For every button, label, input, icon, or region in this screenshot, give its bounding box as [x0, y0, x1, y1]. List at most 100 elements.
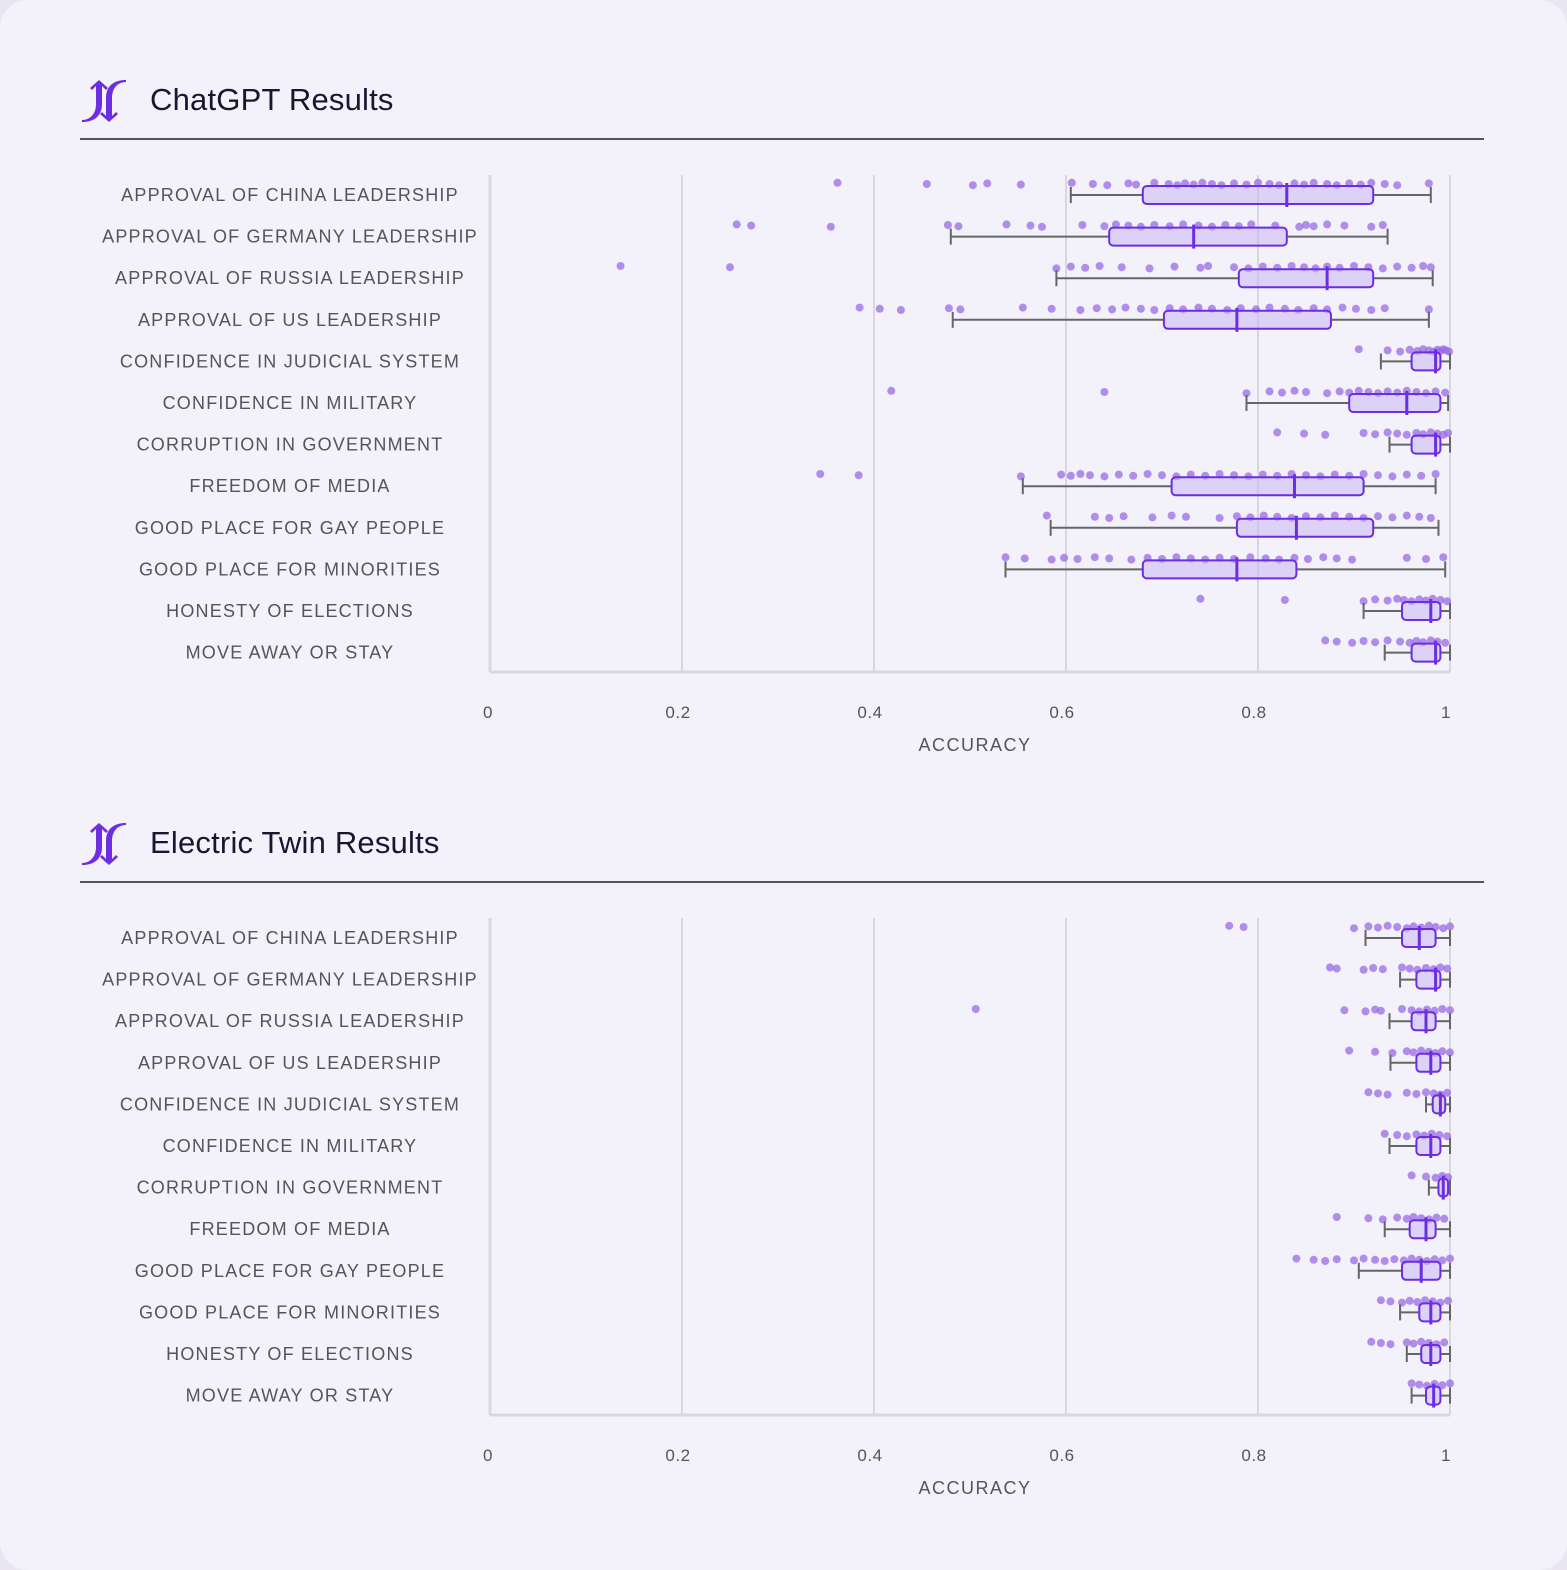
box-iqr — [1108, 226, 1288, 247]
data-point — [1066, 471, 1075, 480]
data-point — [1345, 1046, 1354, 1055]
data-point — [1108, 305, 1117, 314]
data-point — [1374, 471, 1382, 480]
data-point — [1287, 262, 1296, 270]
data-point — [1194, 303, 1203, 312]
data-point — [1332, 1255, 1341, 1264]
data-point — [1441, 388, 1450, 397]
data-point — [1402, 1338, 1411, 1347]
data-point — [1215, 514, 1224, 522]
data-point — [1378, 264, 1387, 273]
data-point — [1124, 179, 1133, 188]
data-point — [1170, 262, 1179, 271]
data-point — [1383, 1090, 1392, 1099]
data-point — [1292, 1254, 1301, 1263]
box-iqr — [1410, 642, 1442, 663]
data-point — [1335, 387, 1344, 396]
data-point — [1001, 553, 1010, 562]
data-point — [1179, 220, 1188, 229]
data-point — [896, 306, 905, 314]
data-point — [1332, 964, 1341, 973]
data-point — [1332, 637, 1341, 646]
data-point — [1380, 304, 1389, 313]
jf-arrows-logo-icon — [82, 823, 126, 865]
data-point — [1417, 471, 1426, 480]
data-point — [1158, 471, 1166, 480]
data-point — [1100, 388, 1109, 396]
data-point — [747, 221, 756, 230]
data-point — [1438, 1256, 1447, 1265]
data-point — [1117, 263, 1126, 272]
data-point — [1445, 347, 1454, 356]
data-point — [1369, 964, 1378, 972]
data-point — [1105, 514, 1114, 522]
data-point — [1402, 1047, 1411, 1056]
data-point — [1359, 637, 1368, 645]
data-point — [1364, 922, 1373, 931]
data-point — [1386, 1297, 1395, 1306]
data-point — [1090, 512, 1099, 521]
data-point — [1280, 596, 1289, 604]
data-point — [1374, 1089, 1382, 1098]
data-point — [944, 304, 953, 313]
data-point — [1052, 264, 1061, 273]
data-point — [1388, 472, 1397, 481]
data-point — [616, 262, 625, 270]
category-label: APPROVAL OF GERMANY LEADERSHIP — [102, 227, 478, 247]
box-plot-chart: 0 0.2 0.4 0.6 0.8 1 ACCURACY APPROVAL OF CHINA … — [102, 175, 1454, 755]
category-label: GOOD PLACE FOR MINORITIES — [139, 559, 441, 579]
data-point — [956, 305, 965, 314]
data-point — [1100, 472, 1109, 481]
data-point — [1407, 1379, 1416, 1388]
data-point — [1323, 389, 1332, 398]
x-tick-label: 0.4 — [857, 1446, 882, 1465]
data-point — [1359, 429, 1368, 437]
category-label: APPROVAL OF US LEADERSHIP — [138, 1053, 442, 1073]
box-iqr — [1235, 517, 1375, 538]
x-tick-label: 0 — [483, 703, 493, 722]
data-point — [816, 470, 825, 478]
category-label: FREEDOM OF MEDIA — [189, 476, 390, 496]
data-point — [1042, 511, 1051, 520]
data-point — [1066, 262, 1075, 271]
data-point — [1371, 1047, 1380, 1056]
data-point — [1303, 555, 1312, 563]
data-point — [1431, 1173, 1440, 1182]
data-point — [1086, 471, 1094, 480]
data-point — [1330, 511, 1339, 520]
data-point — [1242, 389, 1251, 398]
data-point — [1321, 1257, 1330, 1265]
electric-twin-results-panel: Electric Twin Results 0 0.2 0.4 0.6 0.8 1 ACCU… — [0, 743, 1567, 1523]
data-point — [1393, 923, 1402, 931]
category-label: APPROVAL OF RUSSIA LEADERSHIP — [115, 1011, 465, 1031]
data-point — [1419, 262, 1428, 270]
data-point — [1371, 595, 1380, 604]
data-point — [1309, 1255, 1318, 1264]
data-point — [1432, 1213, 1441, 1222]
data-point — [732, 220, 741, 229]
data-point — [1376, 1339, 1385, 1347]
category-label: CONFIDENCE IN MILITARY — [163, 1136, 418, 1156]
data-point — [1196, 594, 1205, 603]
data-point — [1402, 430, 1411, 439]
box-iqr — [1237, 268, 1375, 289]
data-point — [1114, 470, 1123, 479]
panel-header: ChatGPT Results — [80, 78, 1484, 140]
data-point — [1182, 512, 1190, 521]
data-point — [1424, 921, 1433, 930]
data-point — [726, 263, 734, 272]
box-iqr — [1415, 1136, 1442, 1156]
data-point — [1204, 262, 1213, 270]
category-label: APPROVAL OF US LEADERSHIP — [138, 310, 442, 330]
data-point — [1215, 470, 1224, 478]
data-point — [1440, 1338, 1449, 1347]
data-point — [943, 221, 952, 229]
data-point — [1078, 221, 1087, 229]
data-point — [1364, 1088, 1373, 1097]
data-point — [1367, 222, 1376, 231]
category-label: FREEDOM OF MEDIA — [189, 1219, 390, 1239]
data-point — [1111, 220, 1120, 229]
data-point — [1300, 429, 1309, 438]
data-point — [1309, 178, 1318, 187]
data-point — [1386, 1340, 1395, 1349]
